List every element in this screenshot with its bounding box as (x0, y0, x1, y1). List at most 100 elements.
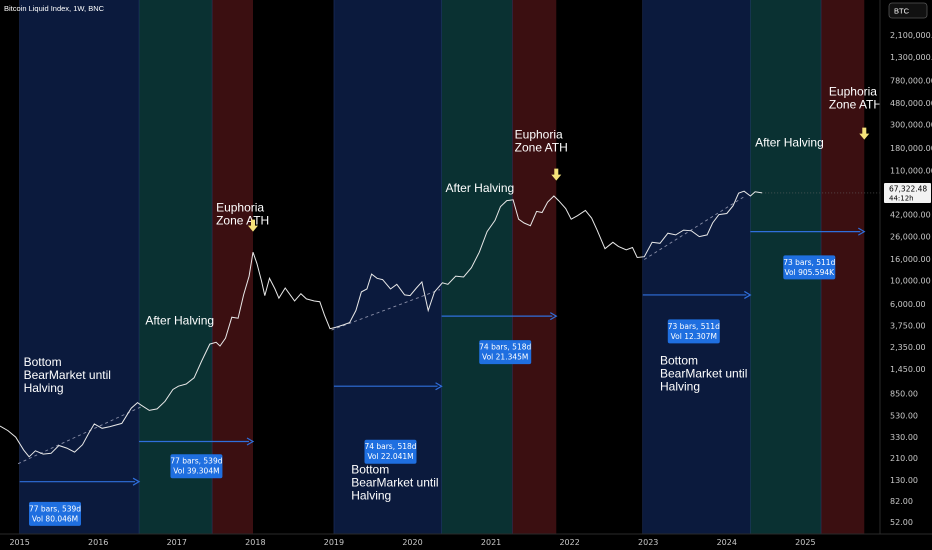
y-tick-label: 180,000.00 (890, 144, 932, 153)
measure-box (170, 454, 223, 479)
trendline-1 (331, 289, 441, 331)
price-line (0, 190, 763, 458)
annotation-line: Bottom (660, 354, 698, 368)
measure-box (667, 319, 720, 344)
x-tick-label: 2019 (324, 538, 344, 547)
y-tick-label: 210.00 (890, 454, 918, 463)
annotation-3: After Halving (446, 181, 515, 195)
measure-label: 77 bars, 539d (170, 457, 222, 466)
measure-arrowhead (435, 382, 443, 391)
annotation-line: After Halving (446, 181, 515, 195)
time-axis[interactable]: 2015 2016 2017 2018 2019 2020 2021 2022 2023 2024… (9, 538, 815, 547)
annotation-line: Halving (24, 381, 64, 395)
annotation-6: Bottom BearMarket until Halving (660, 354, 747, 394)
current-price-countdown: 44:12h (889, 194, 914, 202)
measure-label: 77 bars, 539d (29, 504, 81, 513)
annotation-8: Euphoria Zone ATH (829, 85, 882, 112)
y-tick-label: 3,750.00 (890, 322, 926, 331)
y-tick-label: 110,000.00 (890, 166, 932, 175)
down-arrow-icon (551, 168, 562, 181)
measure-arrowhead (549, 312, 558, 321)
annotation-line: Euphoria (829, 85, 877, 99)
zone-1 (139, 0, 213, 534)
x-tick-label: 2024 (717, 538, 737, 547)
measure-arrowhead (857, 227, 866, 236)
annotation-line: Bottom (351, 462, 389, 476)
x-tick-label: 2015 (9, 538, 29, 547)
down-arrow-icon (248, 219, 258, 232)
measure-box (479, 340, 532, 365)
annotation-line: Zone ATH (829, 98, 882, 112)
y-tick-label: 480,000.00 (890, 99, 932, 108)
price-axis[interactable]: 2,100,000.00 1,300,000.00 780,000.00 480,00… (890, 31, 932, 527)
y-tick-label: 1,450.00 (890, 365, 926, 374)
annotation-line: After Halving (145, 313, 214, 327)
measure-label: Vol 39.304M (173, 467, 219, 476)
x-tick-label: 2020 (402, 538, 422, 547)
symbol-button-label: BTC (894, 7, 910, 16)
annotation-line: After Halving (755, 136, 824, 150)
measure-label: 73 bars, 511d (783, 258, 835, 267)
x-tick-label: 2021 (481, 538, 501, 547)
annotation-line: Halving (660, 380, 700, 394)
x-tick-label: 2018 (245, 538, 265, 547)
trendlines (17, 196, 745, 465)
y-tick-label: 850.00 (890, 390, 918, 399)
annotation-line: Euphoria (515, 128, 563, 142)
measure-label: Vol 80.046M (32, 514, 78, 523)
measure-arrowhead (132, 477, 141, 486)
annotation-line: Zone ATH (515, 141, 568, 155)
measure-label: 74 bars, 518d (479, 343, 531, 352)
annotation-line: Bottom (24, 355, 62, 369)
price-series (0, 190, 880, 458)
measure-label: Vol 12.307M (671, 332, 717, 341)
measure-box (783, 255, 836, 280)
y-tick-label: 530.00 (890, 411, 918, 420)
y-tick-label: 42,000.00 (890, 211, 931, 220)
current-price-value: 67,322.48 (889, 184, 927, 193)
zone-5 (512, 0, 557, 534)
y-tick-label: 330.00 (890, 433, 918, 442)
measure-label: 74 bars, 518d (364, 442, 416, 451)
y-tick-label: 300,000.00 (890, 120, 932, 129)
annotation-0: Bottom BearMarket until Halving (24, 355, 111, 395)
zone-0 (19, 0, 140, 534)
measure-label: Vol 21.345M (482, 353, 528, 362)
x-tick-label: 2016 (88, 538, 108, 547)
measure-label: 73 bars, 511d (668, 322, 720, 331)
annotation-line: Halving (351, 488, 391, 502)
symbol-button[interactable]: BTC (888, 2, 928, 19)
y-tick-label: 52.00 (890, 518, 913, 527)
x-tick-label: 2025 (795, 538, 815, 547)
chart-title: Bitcoin Liquid Index, 1W, BNC (4, 4, 105, 13)
measure-label: Vol 22.041M (367, 452, 413, 461)
time-axis-background (0, 534, 932, 550)
measure-label: Vol 905.594K (785, 268, 836, 277)
y-tick-label: 82.00 (890, 497, 913, 506)
annotation-line: BearMarket until (24, 368, 111, 382)
x-tick-label: 2017 (167, 538, 187, 547)
annotation-line: Zone ATH (216, 213, 269, 227)
annotation-2: Euphoria Zone ATH (216, 200, 269, 227)
measure-box (364, 439, 417, 464)
measure-arrowhead (744, 290, 752, 299)
x-tick-label: 2023 (638, 538, 658, 547)
y-tick-label: 130.00 (890, 476, 918, 485)
measure-box (29, 501, 81, 526)
annotation-7: After Halving (755, 136, 824, 150)
cycle-zones (19, 0, 865, 534)
price-axis-background (880, 0, 932, 534)
current-price-label: 67,322.48 44:12h (884, 182, 931, 203)
y-tick-label: 780,000.00 (890, 76, 932, 85)
y-tick-label: 16,000.00 (890, 255, 931, 264)
annotation-line: Euphoria (216, 200, 264, 214)
